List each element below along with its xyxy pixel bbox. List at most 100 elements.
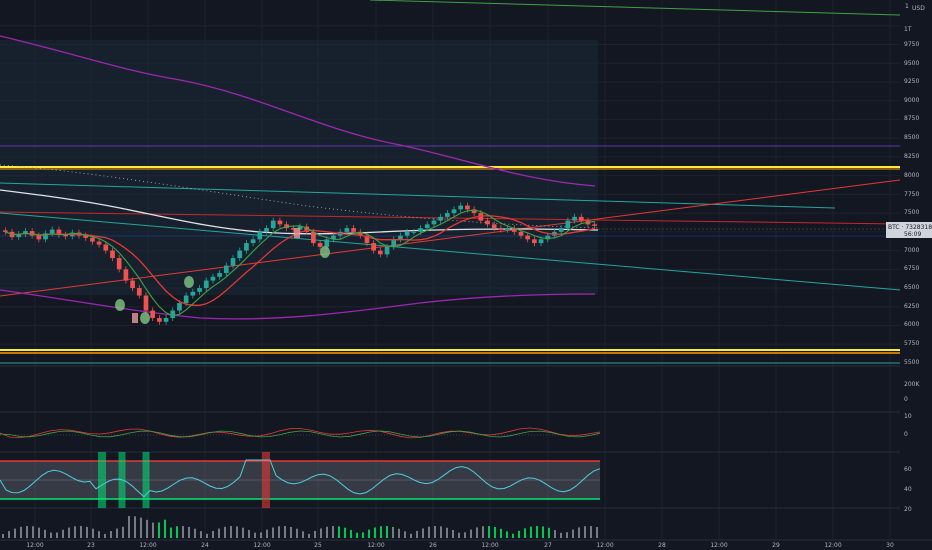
candle-down [290,228,296,230]
volume-bar [500,528,502,538]
candle-down [485,220,490,225]
volume-bar [200,531,202,538]
candle-up [163,318,169,322]
volume-bar [158,522,160,538]
volume-bar [542,526,544,538]
candle-up [398,235,403,240]
candle-down [110,250,115,259]
candle-up [264,228,269,232]
volume-bar [530,526,532,538]
candle-down [36,235,42,240]
volume-bar [416,530,418,538]
volume-bar [248,529,250,538]
price-tick-label: 8750 [904,115,919,122]
volume-bar [164,519,166,538]
volume-bar [218,528,220,538]
volume-bar [392,526,394,538]
volume-bar [434,526,436,538]
oscillator-pane[interactable] [0,452,932,509]
volume-bar [362,532,364,538]
volume-bar [50,532,52,538]
candle-up [558,228,564,232]
time-axis[interactable]: 12:00 23 12:00 24 12:00 25 12:00 26 12:00 27 12:00… [0,539,932,549]
candle-up [444,213,450,217]
volume-bar [104,533,106,538]
volume-bar [512,533,514,538]
candle-down [478,213,484,221]
candle-down [351,228,356,232]
volume-bar [296,528,298,538]
time-tick-label: 12:00 [139,542,156,549]
price-tick-label: 5500 [904,359,919,366]
candle-down [525,235,531,240]
volume-bar [80,526,82,538]
volume-bar [110,531,112,538]
candle-up [170,310,176,319]
candle-down [63,234,68,237]
candle-up [23,231,28,235]
volume-bar [26,526,28,538]
price-axis[interactable]: 1 USD 1T 9750 9500 9250 9000 8750 8500 8250 8000 77… [886,0,932,550]
signal-marker [184,276,194,288]
candle-down [83,235,89,238]
volume-bar [506,531,508,538]
volume-bar [8,531,10,538]
volume-bar [230,526,232,538]
volume-bar [410,533,412,538]
candle-up [257,231,263,240]
ma-white [0,189,599,235]
price-pane[interactable] [0,0,901,540]
volume-bar [596,526,598,538]
volume-bar [260,532,262,538]
candle-up [250,239,256,244]
candle-down [311,231,316,244]
volume-bar [578,527,580,538]
volume-bar [476,527,478,538]
momentum-pane[interactable] [0,427,932,453]
candle-down [136,288,142,296]
candle-up [210,276,216,281]
volume-bar [494,526,496,538]
volume-bar [140,517,142,538]
volume-bar [470,529,472,538]
momentum-tick-label: 10 [904,413,912,420]
candle-up [424,224,430,229]
currency-label-usd: USD [912,5,925,12]
volume-bar [320,528,322,538]
candle-up [438,216,443,221]
volume-bar [344,527,346,538]
candle-down [103,244,109,251]
rsi-signal-red [262,452,270,508]
candle-down [518,231,524,236]
volume-bar [452,529,454,538]
candle-down [592,224,597,226]
volume-bar [266,529,268,538]
price-axis-bg [900,0,932,550]
channel-lower [0,212,901,291]
candle-up [237,250,243,259]
volume-pane[interactable] [0,365,932,413]
candle-up [572,216,577,221]
candle-up [177,303,182,311]
currency-label: 1 [905,3,909,10]
volume-bar [224,526,226,538]
candle-up [197,288,202,292]
candle-down [3,230,8,232]
bottom-volume-pane[interactable] [2,516,598,538]
candle-up [431,220,437,225]
candle-up [217,273,222,277]
candle-up [183,295,189,304]
volume-bar [14,528,16,538]
volume-bar [368,529,370,538]
volume-bar [314,530,316,538]
candle-down [157,318,162,322]
volume-bar [308,533,310,538]
candle-down [357,231,363,236]
volume-bar [326,526,328,538]
price-tag [886,222,932,238]
volume-bar [548,527,550,538]
volume-bar [212,531,214,538]
volume-bar [86,526,88,538]
volume-bar [146,519,148,538]
